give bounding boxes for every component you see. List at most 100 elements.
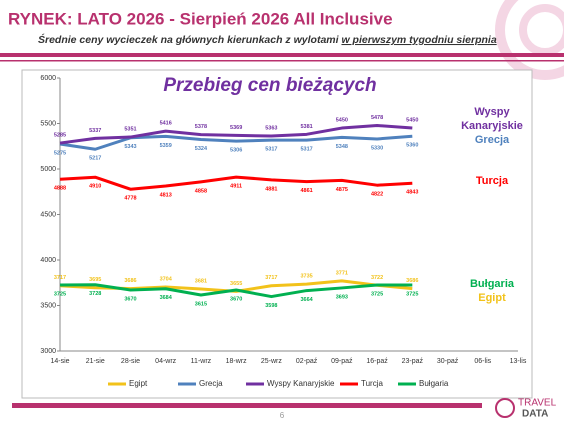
data-label: 5478 (371, 115, 383, 121)
data-label: 4843 (406, 190, 418, 196)
data-label: 3655 (230, 281, 242, 287)
annotation: Wyspy (474, 106, 510, 118)
annotation: Kanaryjskie (461, 120, 523, 132)
x-tick-label: 16-paź (366, 358, 388, 365)
data-label: 5324 (195, 146, 208, 152)
data-label: 4875 (336, 187, 348, 193)
data-label: 5450 (336, 118, 348, 124)
x-tick-label: 30-paź (437, 358, 459, 365)
header-rule (0, 60, 564, 62)
x-tick-label: 28-sie (121, 358, 140, 365)
y-tick-label: 3000 (40, 348, 56, 355)
data-label: 3722 (371, 275, 383, 281)
subtitle-text: Średnie ceny wycieczek na głównych kieru… (38, 33, 340, 46)
logo: DATA (522, 409, 548, 420)
data-label: 3664 (300, 297, 313, 303)
data-label: 4861 (300, 188, 312, 194)
data-label: 3684 (160, 295, 173, 301)
data-label: 5416 (160, 121, 172, 127)
chart-title: Przebieg cen bieżących (163, 75, 376, 96)
decor (495, 0, 564, 80)
x-tick-label: 11-wrz (191, 358, 212, 365)
data-label: 3693 (336, 294, 348, 300)
data-label: 3686 (124, 278, 136, 284)
data-label: 3717 (54, 275, 66, 281)
legend-label: Wyspy Kanaryjskie (267, 379, 335, 388)
data-label: 4888 (54, 186, 66, 192)
data-label: 3686 (406, 278, 418, 284)
annotation: Turcja (476, 175, 509, 187)
page-number: 6 (280, 411, 285, 420)
series-line (59, 124, 413, 145)
y-tick-label: 5000 (40, 166, 56, 173)
subtitle: Średnie ceny wycieczek na głównych kieru… (38, 33, 497, 46)
y-tick-label: 4500 (40, 211, 56, 218)
x-tick-label: 25-wrz (261, 358, 283, 365)
data-label: 4858 (195, 188, 207, 194)
data-label: 5369 (230, 125, 242, 131)
data-label: 5285 (54, 133, 66, 139)
legend-label: Turcja (361, 379, 383, 388)
data-label: 3717 (265, 275, 277, 281)
data-label: 5348 (336, 144, 348, 150)
data-label: 3681 (195, 278, 207, 284)
data-label: 5317 (300, 147, 312, 153)
subtitle-underlined: w pierwszym tygodniu sierpnia (341, 34, 496, 46)
page-title: RYNEK: LATO 2026 - Sierpień 2026 All Inc… (8, 9, 393, 28)
annotation: Grecja (475, 134, 510, 146)
y-tick-label: 4000 (40, 257, 56, 264)
legend-label: Grecja (199, 379, 223, 388)
logo: TRAVEL (518, 398, 557, 409)
data-label: 5337 (89, 128, 101, 134)
annotation: Bułgaria (470, 278, 515, 290)
chart-frame (21, 69, 533, 399)
x-tick-label: 21-sie (86, 358, 105, 365)
data-label: 5217 (89, 156, 101, 162)
decor (519, 4, 564, 56)
legend-label: Bułgaria (419, 379, 449, 388)
data-label: 5317 (265, 147, 277, 153)
x-tick-label: 14-sie (50, 358, 69, 365)
data-label: 5343 (124, 144, 136, 150)
header-rule (0, 53, 564, 57)
data-label: 5381 (300, 124, 312, 130)
data-label: 3615 (195, 301, 207, 307)
data-label: 3735 (300, 274, 312, 280)
data-label: 3725 (371, 291, 383, 297)
data-label: 5363 (265, 125, 277, 131)
x-tick-label: 23-paź (402, 358, 424, 365)
data-label: 4822 (371, 192, 383, 198)
data-label: 5351 (124, 127, 136, 133)
series-line (59, 175, 413, 191)
x-tick-label: 02-paź (296, 358, 318, 365)
data-label: 3771 (336, 270, 348, 276)
data-label: 3670 (230, 296, 242, 302)
data-label: 5275 (54, 150, 66, 156)
data-label: 4910 (89, 184, 101, 190)
series-line (59, 283, 413, 299)
annotation: Egipt (478, 292, 506, 304)
data-label: 5378 (195, 124, 207, 130)
footer-rule (12, 403, 482, 408)
data-label: 3695 (89, 277, 101, 283)
data-label: 5360 (406, 143, 418, 149)
data-label: 4881 (265, 186, 277, 192)
y-tick-label: 3500 (40, 302, 56, 309)
logo-icon (495, 398, 515, 418)
data-label: 4911 (230, 184, 242, 190)
series-line (59, 134, 413, 151)
data-label: 3728 (89, 291, 101, 297)
data-label: 3704 (160, 276, 173, 282)
data-label: 5330 (371, 145, 383, 151)
data-label: 3725 (406, 291, 418, 297)
y-tick-label: 5500 (40, 120, 56, 127)
x-tick-label: 06-lis (474, 358, 491, 365)
data-label: 3598 (265, 303, 277, 309)
data-label: 3670 (124, 296, 136, 302)
x-tick-label: 13-lis (510, 358, 527, 365)
data-label: 3725 (54, 291, 66, 297)
y-tick-label: 6000 (40, 75, 56, 82)
data-label: 5450 (406, 118, 418, 124)
data-label: 4813 (160, 192, 172, 198)
